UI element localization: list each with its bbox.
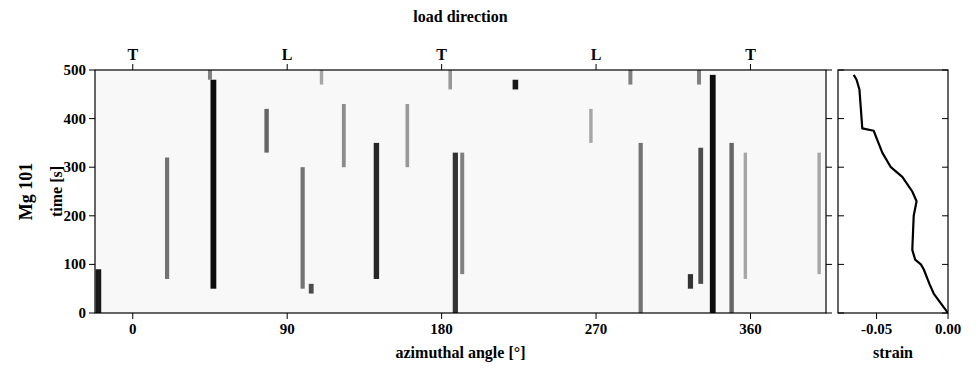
panel-label: Mg 101: [16, 163, 36, 221]
y-tick: [942, 167, 948, 168]
y-tick-label: 100: [64, 256, 87, 272]
plot-frame: [95, 70, 826, 313]
y-tick-label: 400: [64, 111, 87, 127]
streak: [320, 70, 323, 85]
streak: [688, 274, 693, 289]
streak: [817, 153, 820, 275]
streak: [710, 75, 716, 313]
x2-tick: [287, 64, 288, 70]
x2-tick: [441, 64, 442, 70]
x-tick-label: 90: [280, 321, 295, 337]
strain-line-group: [854, 75, 948, 313]
y-tick: [942, 215, 948, 216]
y-tick-right: [826, 167, 832, 168]
streak: [309, 284, 314, 294]
streak: [589, 109, 592, 143]
y-tick: [89, 264, 95, 265]
y-tick-label: 300: [64, 159, 87, 175]
streak: [211, 80, 217, 289]
x-tick: [132, 313, 133, 319]
streak: [639, 143, 643, 313]
x2-tick: [596, 64, 597, 70]
x-tick-label: 180: [430, 321, 453, 337]
streak: [264, 109, 268, 153]
y-tick-label: 0: [79, 305, 87, 321]
x2-axis-title: load direction: [413, 8, 507, 25]
y-tick: [942, 313, 948, 314]
x-tick: [876, 313, 877, 319]
streak: [448, 70, 452, 89]
x2-tick: [750, 64, 751, 70]
streak: [697, 70, 701, 85]
y-tick: [942, 70, 948, 71]
y-tick-left: [838, 264, 844, 265]
x-tick: [287, 313, 288, 319]
y-tick: [89, 118, 95, 119]
plot-frame: [838, 70, 948, 313]
y-tick-left: [838, 215, 844, 216]
y-tick: [942, 264, 948, 265]
streak: [374, 143, 379, 279]
x-tick: [750, 313, 751, 319]
x-tick-label: 270: [585, 321, 608, 337]
x-tick-label: 0: [129, 321, 137, 337]
x2-tick-label: T: [127, 46, 138, 63]
streak: [460, 153, 464, 275]
x2-tick: [132, 64, 133, 70]
y-tick-left: [838, 167, 844, 168]
streak: [628, 70, 632, 85]
x2-tick-label: L: [282, 46, 293, 63]
plot-background: [95, 70, 826, 313]
streak: [698, 148, 703, 284]
y-tick-left: [838, 118, 844, 119]
y-tick: [89, 215, 95, 216]
y-tick-left: [838, 313, 844, 314]
x-tick: [441, 313, 442, 319]
y-axis-title: time [s]: [48, 166, 65, 217]
x-axis-title: azimuthal angle [°]: [396, 344, 526, 362]
x-tick: [596, 313, 597, 319]
streaks: [96, 70, 821, 313]
y-tick-right: [826, 313, 832, 314]
streak: [342, 104, 346, 167]
streak: [301, 167, 305, 289]
x-tick: [948, 313, 949, 319]
y-tick-right: [826, 264, 832, 265]
y-tick: [89, 313, 95, 314]
y-tick-right: [826, 70, 832, 71]
y-tick-label: 200: [64, 208, 87, 224]
streak: [96, 269, 102, 313]
streak: [513, 80, 519, 90]
y-tick: [89, 70, 95, 71]
y-tick: [942, 118, 948, 119]
x2-tick-label: L: [591, 46, 602, 63]
x2-tick-label: T: [436, 46, 447, 63]
x-tick-label: 0.00: [935, 321, 961, 337]
y-tick-right: [826, 118, 832, 119]
streak: [453, 153, 458, 313]
x-axis-title: strain: [873, 344, 913, 361]
y-tick-left: [838, 70, 844, 71]
y-tick-right: [826, 215, 832, 216]
streak: [165, 157, 169, 278]
x-tick-label: -0.05: [861, 321, 892, 337]
strain-line: [854, 75, 948, 313]
y-tick: [89, 167, 95, 168]
x2-tick-label: T: [745, 46, 756, 63]
y-tick-label: 500: [64, 62, 87, 78]
figure: 0 90 180 270 360 azimuthal angle [°] T L T L Tload…: [0, 0, 976, 374]
streak: [406, 104, 410, 167]
streak: [729, 143, 733, 313]
streak: [208, 70, 212, 80]
x-tick-label: 360: [739, 321, 762, 337]
streak: [744, 153, 747, 279]
